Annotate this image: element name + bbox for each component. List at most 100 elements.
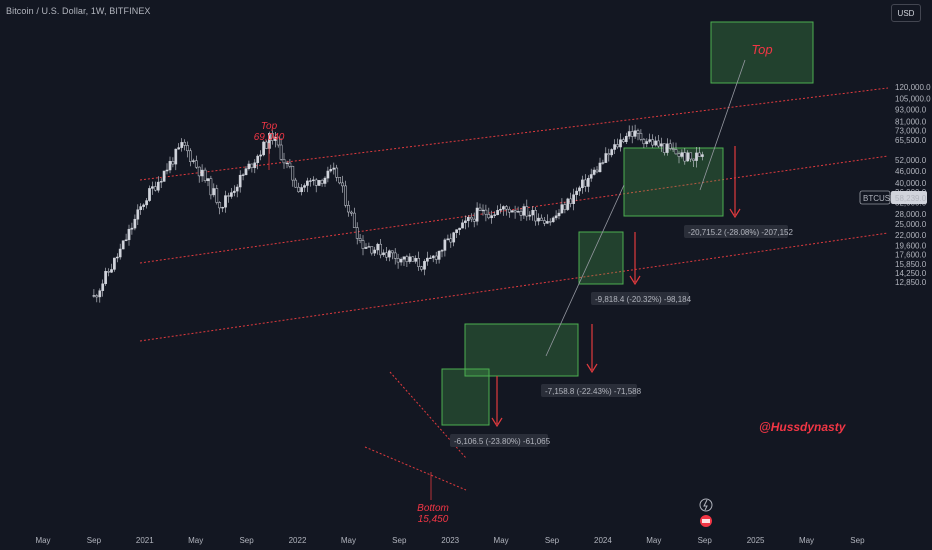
candle-body xyxy=(525,206,529,217)
candle-body xyxy=(294,179,298,188)
candle-body xyxy=(358,238,362,241)
candle-body xyxy=(572,194,575,204)
candle-body xyxy=(320,180,324,184)
measure-label-text: -9,818.4 (-20.32%) -98,184 xyxy=(595,295,692,304)
candle-body xyxy=(373,249,377,254)
candle-body xyxy=(616,144,619,148)
candle-body xyxy=(270,133,274,141)
candle-body xyxy=(581,179,584,189)
candle-body xyxy=(554,215,558,219)
candle-body xyxy=(540,217,543,221)
candle-body xyxy=(332,167,336,170)
candle-body xyxy=(130,227,134,230)
price-tick-label: 81,000.0 xyxy=(895,117,927,126)
candle-body xyxy=(326,170,330,179)
candle-body xyxy=(174,148,178,165)
candle-body xyxy=(566,198,570,210)
currency-button[interactable]: USD xyxy=(891,4,921,22)
lightning-icon[interactable] xyxy=(699,498,713,512)
measure-label-text: -7,158.8 (-22.43%) -71,588 xyxy=(545,387,642,396)
time-tick-label: May xyxy=(188,536,203,545)
candle-body xyxy=(250,163,254,168)
drop-arrow-3 xyxy=(629,232,641,286)
candle-body xyxy=(528,214,532,217)
time-tick-label: May xyxy=(799,536,814,545)
candle-body xyxy=(551,217,555,223)
candle-body xyxy=(507,208,511,213)
price-axis[interactable]: 120,000.0 105,000.093,000.0 81,000.073,000… xyxy=(895,83,931,287)
candle-body xyxy=(203,169,207,181)
candle-body xyxy=(698,152,701,157)
candle-body xyxy=(349,211,353,214)
candle-body xyxy=(604,153,608,163)
price-tick-label: 28,000.0 xyxy=(895,210,927,219)
candle-body xyxy=(180,142,184,148)
candle-body xyxy=(689,152,693,160)
candle-body xyxy=(610,149,614,156)
range-box-3 xyxy=(578,231,624,285)
candle-body xyxy=(660,143,663,147)
time-tick-label: Sep xyxy=(392,536,407,545)
time-tick-label: May xyxy=(494,536,509,545)
candle-body xyxy=(241,174,245,176)
candle-body xyxy=(273,136,277,141)
price-tick-label: 15,850.0 xyxy=(895,260,927,269)
candle-body xyxy=(136,209,140,220)
candle-body xyxy=(428,257,432,259)
time-tick-label: Sep xyxy=(698,536,713,545)
time-tick-label: May xyxy=(341,536,356,545)
measure-label-text: -20,715.2 (-28.08%) -207,152 xyxy=(688,228,794,237)
candle-body xyxy=(98,290,102,298)
candle-body xyxy=(355,227,359,239)
bottom-label: Bottom xyxy=(417,503,449,514)
range-box-2 xyxy=(464,323,579,377)
candle-body xyxy=(370,246,374,254)
wedge-line-lower xyxy=(364,446,467,491)
drop-arrow-1 xyxy=(491,376,503,428)
candle-body xyxy=(127,228,131,241)
candle-body xyxy=(238,174,242,188)
time-tick-label: Sep xyxy=(850,536,865,545)
candle-body xyxy=(115,256,119,259)
candle-body xyxy=(481,209,485,212)
time-tick-label: Sep xyxy=(87,536,102,545)
candle-body xyxy=(177,147,181,150)
candle-body xyxy=(224,195,227,208)
annotations: Top 69,040 Bottom 15,450 Top @Hussdynast… xyxy=(254,42,847,525)
candle-body xyxy=(197,166,201,177)
candle-body xyxy=(306,180,309,186)
candle-body xyxy=(455,229,458,233)
time-tick-label: 2024 xyxy=(594,536,612,545)
candle-body xyxy=(469,216,473,220)
candle-body xyxy=(654,140,657,146)
measure-labels: -6,106.5 (-23.80%) -61,065 -7,158.8 (-22… xyxy=(450,225,794,447)
candle-body xyxy=(657,140,660,147)
candle-body xyxy=(563,204,567,210)
channel-line-middle xyxy=(139,155,889,264)
symbol-title[interactable]: Bitcoin / U.S. Dollar, 1W, BITFINEX xyxy=(6,6,151,16)
drop-arrows xyxy=(491,146,741,428)
candle-body xyxy=(393,252,397,259)
candle-body xyxy=(692,158,695,161)
candle-body xyxy=(636,130,640,134)
candle-body xyxy=(388,250,391,258)
time-tick-label: 2021 xyxy=(136,536,154,545)
price-tick-label: 46,000.0 xyxy=(895,167,927,176)
candle-body xyxy=(232,190,236,193)
time-axis[interactable]: May Sep 2021 May Sep 2022 May Sep 2023 May Sep 2024… xyxy=(35,536,865,545)
range-box-4 xyxy=(623,147,724,217)
price-tag-symbol: BTCUSD xyxy=(863,194,896,203)
time-tick-label: Sep xyxy=(239,536,254,545)
measure-label-1: -6,106.5 (-23.80%) -61,065 xyxy=(450,434,551,447)
candle-body xyxy=(475,207,479,222)
price-tick-label: 12,850.0 xyxy=(895,278,927,287)
candle-body xyxy=(300,187,303,193)
measure-label-2: -7,158.8 (-22.43%) -71,588 xyxy=(541,384,642,397)
candle-body xyxy=(335,167,339,178)
candle-body xyxy=(256,155,260,163)
range-box-1 xyxy=(441,368,490,426)
candle-body xyxy=(531,210,535,216)
measure-label-4: -20,715.2 (-28.08%) -207,152 xyxy=(684,225,794,238)
candle-body xyxy=(668,143,672,149)
